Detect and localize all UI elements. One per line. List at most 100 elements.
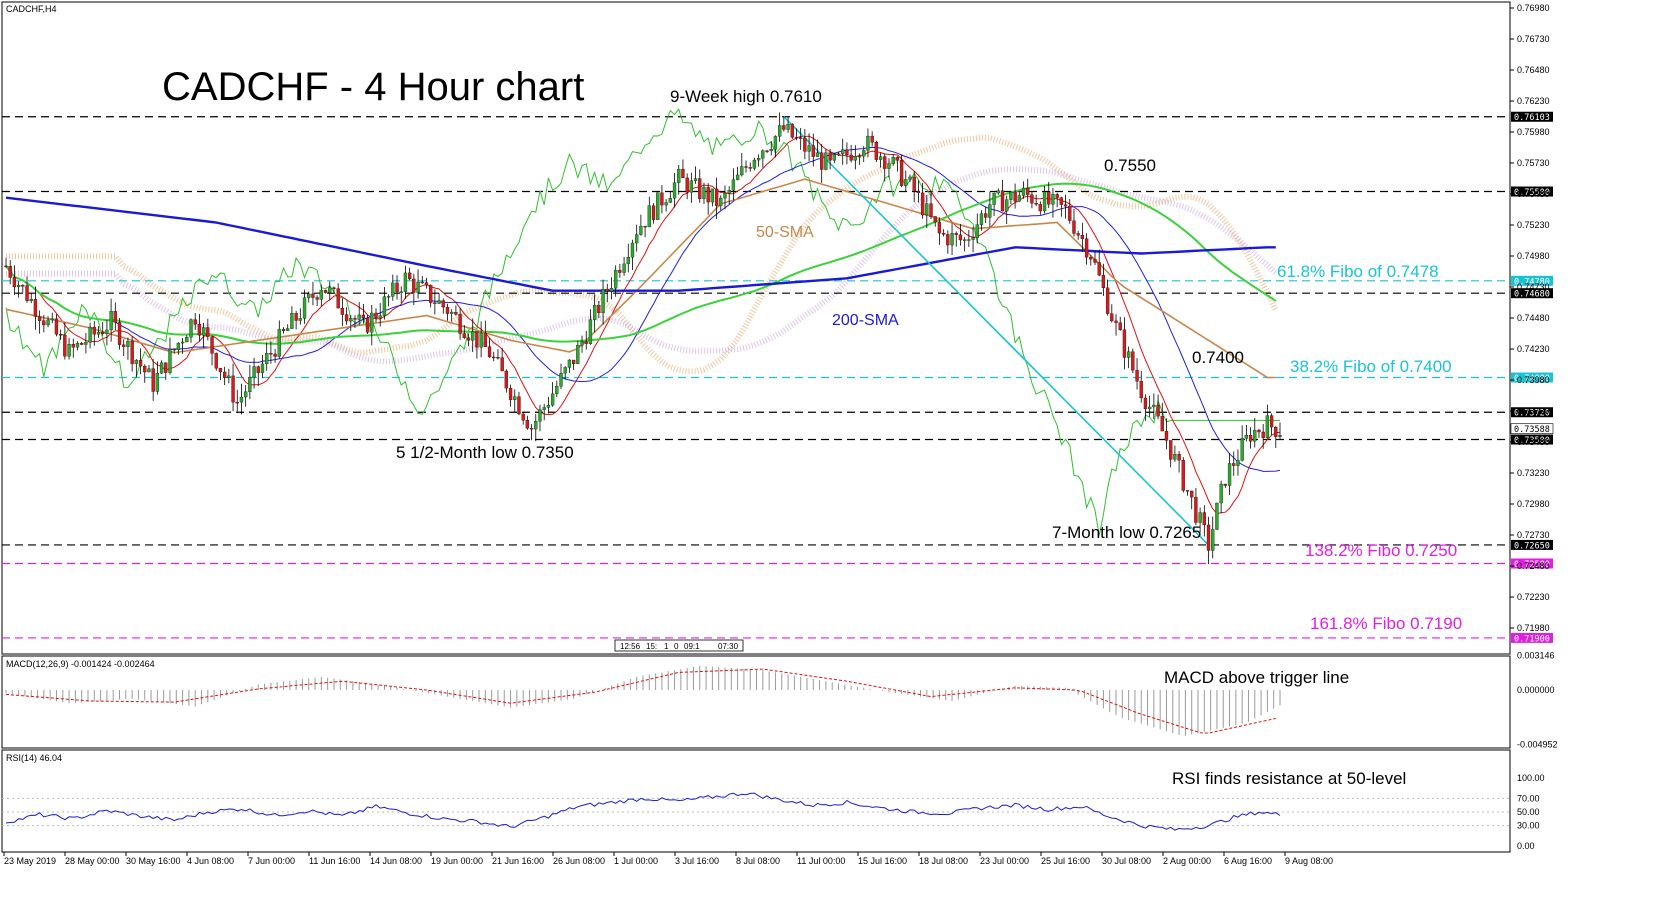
candle-body bbox=[265, 353, 269, 365]
annotation-fibo-61-8: 61.8% Fibo of 0.7478 bbox=[1277, 262, 1439, 281]
candle-body bbox=[50, 318, 54, 321]
candle-body bbox=[529, 428, 534, 430]
candle-body bbox=[286, 328, 290, 331]
candle-body bbox=[1101, 274, 1106, 289]
candle-body bbox=[635, 234, 639, 244]
price-tick-label: 0.75980 bbox=[1517, 127, 1550, 137]
candle-body bbox=[1223, 483, 1227, 486]
level-price-tag bbox=[1511, 186, 1553, 197]
time-tick-label: 9 Aug 08:00 bbox=[1285, 856, 1333, 866]
candle-body bbox=[622, 263, 626, 273]
candle-body bbox=[1257, 429, 1261, 433]
candle-body bbox=[1118, 322, 1122, 330]
price-tick-label: 0.72480 bbox=[1517, 561, 1550, 571]
candle-body bbox=[395, 282, 399, 293]
time-tick-label: 4 Jun 08:00 bbox=[187, 856, 234, 866]
candle-body bbox=[290, 313, 294, 329]
candle-body bbox=[1051, 194, 1055, 205]
candle-body bbox=[1063, 204, 1068, 207]
candle-body bbox=[824, 152, 828, 170]
label-50-sma: 50-SMA bbox=[756, 224, 814, 241]
rsi-title: RSI(14) 46.04 bbox=[6, 753, 62, 763]
candle-body bbox=[399, 291, 403, 293]
candle-body bbox=[815, 152, 820, 157]
time-tick-label: 11 Jun 16:00 bbox=[309, 856, 360, 866]
candle-body bbox=[8, 265, 12, 278]
candle-body bbox=[336, 288, 340, 309]
candle-body bbox=[651, 205, 656, 220]
candle-body bbox=[828, 152, 832, 161]
level-price-tag bbox=[1511, 632, 1553, 643]
candle-body bbox=[689, 180, 694, 193]
candle-body bbox=[492, 356, 496, 359]
chikou-span bbox=[5, 108, 1280, 536]
time-marker-label: 1 bbox=[664, 642, 669, 651]
candle-body bbox=[916, 191, 921, 194]
price-tick-label: 0.74980 bbox=[1517, 251, 1550, 261]
candle-body bbox=[1084, 238, 1089, 258]
macd-annotation: MACD above trigger line bbox=[1164, 668, 1349, 687]
candle-body bbox=[1198, 512, 1202, 523]
candle-body bbox=[151, 368, 155, 392]
candle-body bbox=[803, 137, 807, 152]
candle-body bbox=[500, 357, 504, 372]
candle-body bbox=[344, 314, 349, 322]
annotation-5-5-month-low: 5 1/2-Month low 0.7350 bbox=[396, 443, 574, 462]
sma-green bbox=[5, 182, 1277, 345]
candle-body bbox=[462, 333, 466, 338]
level-price-tag-label: 0.74680 bbox=[1514, 290, 1550, 300]
candle-body bbox=[403, 272, 408, 292]
level-price-tag bbox=[1511, 558, 1553, 569]
candle-body bbox=[281, 329, 286, 331]
time-tick-label: 30 May 16:00 bbox=[126, 856, 181, 866]
candle-body bbox=[67, 343, 71, 357]
candle-body bbox=[727, 189, 731, 194]
rsi-scale-label: 50.00 bbox=[1517, 807, 1540, 817]
candle-body bbox=[365, 317, 370, 333]
candle-body bbox=[769, 149, 773, 152]
candle-body bbox=[992, 192, 996, 205]
candle-body bbox=[912, 176, 916, 192]
price-tick-label: 0.72730 bbox=[1517, 530, 1550, 540]
candle-body bbox=[626, 257, 630, 265]
price-tick-label: 0.72980 bbox=[1517, 499, 1550, 509]
price-tick-label: 0.73730 bbox=[1517, 406, 1550, 416]
candle-body bbox=[168, 348, 172, 373]
candle-body bbox=[1219, 483, 1223, 504]
candle-body bbox=[260, 363, 265, 373]
candle-body bbox=[302, 297, 307, 319]
candle-body bbox=[328, 287, 332, 293]
candle-body bbox=[588, 319, 593, 344]
candle-body bbox=[555, 386, 559, 395]
level-price-tag-label: 0.76103 bbox=[1514, 113, 1550, 123]
candle-body bbox=[975, 224, 979, 238]
candle-body bbox=[466, 337, 471, 341]
candle-body bbox=[538, 409, 542, 422]
sma-200-line bbox=[5, 196, 1276, 292]
candle-body bbox=[748, 167, 752, 169]
candle-body bbox=[370, 312, 374, 333]
candle-body bbox=[820, 152, 824, 170]
candle-body bbox=[647, 205, 651, 228]
price-tick-label: 0.72230 bbox=[1517, 592, 1550, 602]
candle-body bbox=[407, 272, 412, 280]
annotation-fibo-38-2: 38.2% Fibo of 0.7400 bbox=[1290, 357, 1452, 376]
candle-body bbox=[984, 213, 988, 218]
candle-body bbox=[1072, 220, 1076, 234]
candle-body bbox=[101, 331, 105, 334]
candle-body bbox=[1009, 191, 1013, 200]
candle-body bbox=[580, 341, 584, 346]
candle-body bbox=[332, 287, 336, 289]
candle-body bbox=[1240, 438, 1244, 461]
rsi-scale-label: 100.00 bbox=[1517, 773, 1545, 783]
candle-body bbox=[1173, 454, 1177, 460]
trend-line bbox=[783, 116, 1210, 546]
price-tick-label: 0.75230 bbox=[1517, 220, 1550, 230]
price-tick-label: 0.73230 bbox=[1517, 468, 1550, 478]
candle-body bbox=[1034, 202, 1038, 205]
candle-body bbox=[878, 156, 883, 160]
cloud-span-a bbox=[6, 134, 1279, 375]
candle-body bbox=[668, 197, 672, 203]
candle-body bbox=[1177, 454, 1181, 461]
